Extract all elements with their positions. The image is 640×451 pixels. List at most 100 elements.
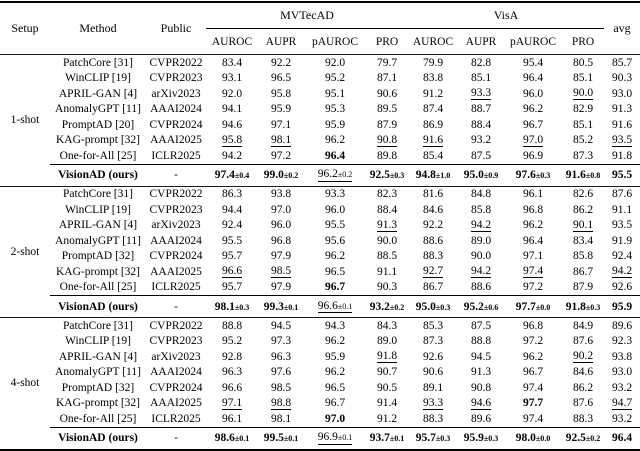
setup-label: 1-shot [10, 114, 40, 127]
value-cell: 95.5 [604, 163, 640, 186]
value-text: 87.1 [376, 72, 398, 85]
value-text: 84.9 [572, 319, 594, 332]
value-text: 95.0 [415, 300, 436, 313]
value-cell: 94.6 [206, 117, 258, 133]
value-text: 97.1 [522, 250, 544, 263]
value-cell: 95.9 [604, 295, 640, 318]
value-cell: 93.8 [604, 349, 640, 365]
method-cell: AnomalyGPT [11] [55, 234, 141, 247]
value-cell: 84.9 [562, 318, 604, 334]
method-cell: One-for-All [25] [59, 281, 137, 294]
value-cell: 95.9 [304, 349, 366, 365]
value-std: ±0.3 [435, 302, 451, 312]
value-text: 96.2 [324, 250, 346, 263]
value-cell: 95.8 [206, 133, 258, 149]
value-cell: 96.2 [504, 102, 562, 118]
value-cell: 90.0 [562, 86, 604, 102]
value-cell: 93.5 [604, 133, 640, 149]
value-cell: 85.1 [458, 71, 504, 87]
value-text: 88.3 [422, 412, 444, 425]
value-cell: 95.1 [304, 86, 366, 102]
value-cell: 98.1 [258, 133, 304, 149]
value-text: 85.7 [611, 56, 633, 69]
value-cell: 96.5 [258, 71, 304, 87]
value-cell: 94.4 [206, 202, 258, 218]
value-text: 95.7 [415, 432, 436, 444]
value-text: 85.1 [572, 118, 594, 131]
value-cell: 96.9±0.1 [304, 426, 366, 450]
table-row: KAG-prompt [32] AAAI2025 96.6 98.5 96.5 91.1 9… [0, 264, 640, 280]
public-cell: - [146, 295, 206, 318]
value-text: 85.8 [572, 250, 594, 263]
value-cell: 93.2 [604, 411, 640, 427]
value-cell: 83.4 [562, 233, 604, 249]
value-text: 99.5 [263, 432, 284, 444]
value-cell: 93.8 [258, 186, 304, 202]
value-text: 97.4 [214, 169, 235, 181]
value-cell: 87.6 [604, 186, 640, 202]
value-std: ±0.2 [585, 434, 601, 443]
value-cell: 98.1±0.3 [206, 295, 258, 318]
value-text: 94.2 [470, 265, 492, 278]
value-cell: 96.8 [504, 318, 562, 334]
value-text: 91.8 [376, 350, 398, 363]
header-metric-mvtec-pro: PRO [375, 35, 399, 48]
header-group-mvtecad: MVTecAD [206, 2, 408, 29]
value-text: 87.5 [470, 319, 492, 332]
value-cell: 98.1 [258, 411, 304, 427]
public-cell: CVPR2024 [149, 381, 203, 394]
value-text: 96.7 [522, 366, 544, 379]
value-text: 96.4 [522, 72, 544, 85]
value-text: 95.7 [221, 250, 243, 263]
value-cell: 99.5±0.1 [258, 426, 304, 450]
public-cell: arXiv2023 [151, 219, 201, 232]
method-cell: PromptAD [20] [61, 118, 135, 131]
value-cell: 98.5 [258, 264, 304, 280]
value-text: 95.9 [270, 103, 292, 116]
value-text: 96.7 [324, 397, 346, 410]
value-cell: 83.4 [206, 55, 258, 71]
value-cell: 94.2 [458, 218, 504, 234]
value-std: ±0.1 [337, 433, 353, 443]
value-text: 80.5 [572, 56, 594, 69]
value-text: 84.6 [422, 203, 444, 216]
value-std: ±0.3 [234, 302, 250, 312]
value-cell: 95.4 [504, 55, 562, 71]
header-metric-visa-aupr: AUPR [465, 35, 497, 48]
value-cell: 94.2 [206, 148, 258, 164]
value-text: 96.0 [324, 203, 346, 216]
value-text: 86.7 [572, 265, 594, 278]
value-text: 92.3 [611, 335, 633, 348]
value-text: 90.0 [376, 234, 398, 247]
table-row: AnomalyGPT [11] AAAI2024 96.3 97.6 96.2 90.7 9… [0, 365, 640, 381]
value-text: 91.6 [565, 169, 586, 181]
value-cell: 92.6 [408, 349, 458, 365]
setup-block: 1-shot PatchCore [31] CVPR2022 83.4 92.2 92.0… [0, 55, 640, 186]
value-cell: 79.9 [408, 55, 458, 71]
value-cell: 91.1 [366, 264, 408, 280]
value-cell: 88.8 [458, 334, 504, 350]
value-text: 86.2 [572, 381, 594, 394]
value-cell: 96.9 [504, 148, 562, 164]
value-cell: 91.6 [408, 133, 458, 149]
method-cell: APRIL-GAN [4] [58, 219, 138, 232]
value-text: 94.6 [221, 118, 243, 131]
table-row: KAG-prompt [32] AAAI2025 95.8 98.1 96.2 90.8 9… [0, 133, 640, 149]
value-std: ±0.1 [389, 434, 405, 443]
value-text: 92.2 [270, 56, 292, 69]
value-std: ±0.2 [283, 171, 299, 180]
value-text: 90.5 [376, 381, 398, 394]
value-cell: 91.3 [458, 365, 504, 381]
value-cell: 88.6 [408, 233, 458, 249]
value-text: 98.0 [515, 432, 536, 444]
method-cell: AnomalyGPT [11] [55, 103, 141, 116]
value-text: 89.0 [470, 234, 492, 247]
value-cell: 95.0±0.3 [408, 295, 458, 318]
value-std: ±0.1 [283, 302, 299, 312]
value-cell: 96.4 [304, 148, 366, 164]
value-cell: 92.2 [258, 55, 304, 71]
value-cell: 94.2 [604, 264, 640, 280]
value-text: 91.6 [422, 133, 444, 146]
value-text: 96.2 [317, 168, 338, 181]
